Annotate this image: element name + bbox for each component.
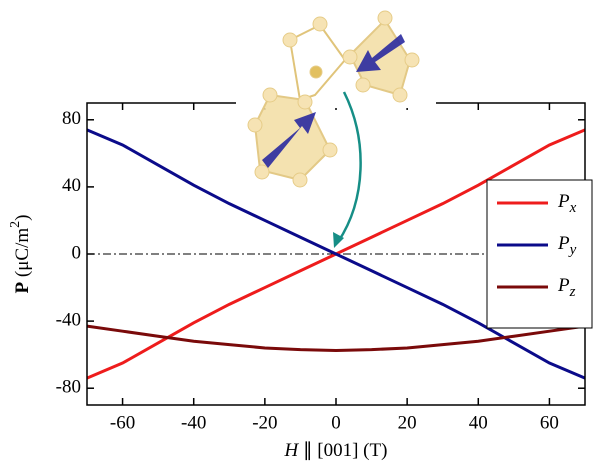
legend-box [486, 179, 593, 329]
x-tick-label: 0 [331, 412, 341, 433]
illustration [236, 0, 436, 248]
x-tick-label: -20 [252, 412, 277, 433]
x-tick-label: 60 [540, 412, 559, 433]
x-tick-label: -60 [110, 412, 135, 433]
series-line [86, 324, 586, 352]
y-tick-label: 80 [62, 108, 81, 129]
series-line [86, 128, 586, 380]
x-axis-label: H ∥ [001] (T) [284, 440, 388, 461]
y-tick-label: 40 [62, 175, 81, 196]
y-tick-label: 0 [72, 242, 82, 263]
x-tick-label: 40 [469, 412, 488, 433]
plot: -60 -40 -20 0 20 40 60 -80 -40 0 40 80 H ∥ [001] (T)… [8, 102, 593, 461]
legend-label: Pz [557, 275, 576, 300]
legend-label: Px [557, 191, 577, 216]
legend-label: Py [557, 233, 577, 258]
y-tick-label: -80 [56, 377, 81, 398]
y-axis-label: P (μC/m2) [8, 215, 33, 294]
y-tick-label: -40 [56, 309, 81, 330]
x-tick-label: -40 [181, 412, 206, 433]
x-tick-label: 20 [398, 412, 417, 433]
